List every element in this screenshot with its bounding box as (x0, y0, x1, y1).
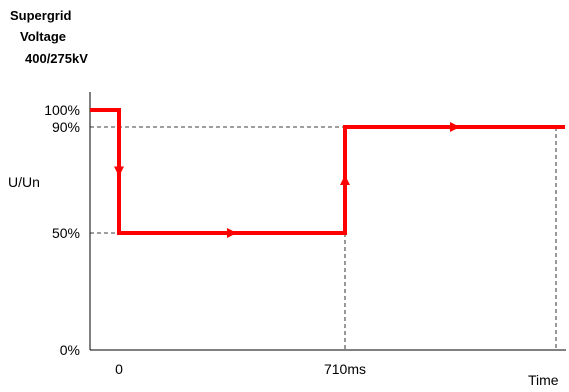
title-line-2: Voltage (20, 29, 66, 44)
reference-lines (90, 126, 566, 350)
direction-arrow (340, 175, 350, 185)
x-tick-labels: 0 710ms (115, 361, 366, 377)
voltage-series-line (90, 108, 565, 235)
direction-arrow (227, 228, 237, 238)
title-line-1: Supergrid (10, 8, 71, 23)
title-line-3: 400/275kV (25, 51, 88, 66)
y-axis-label: U/Un (8, 174, 40, 190)
series-group (90, 108, 565, 238)
direction-arrow (450, 122, 460, 132)
y-tick-label: 50% (52, 225, 80, 241)
chart-title: Supergrid Voltage 400/275kV (10, 8, 88, 66)
x-tick-label: 710ms (324, 361, 366, 377)
x-axis-label: Time (528, 372, 559, 388)
y-tick-label: 90% (52, 119, 80, 135)
direction-arrow (114, 166, 124, 177)
y-tick-label: 0% (60, 342, 80, 358)
y-tick-label: 100% (44, 102, 80, 118)
axes (89, 92, 566, 351)
x-tick-label: 0 (115, 361, 123, 377)
y-tick-labels: 0% 50% 90%100% (44, 102, 80, 358)
